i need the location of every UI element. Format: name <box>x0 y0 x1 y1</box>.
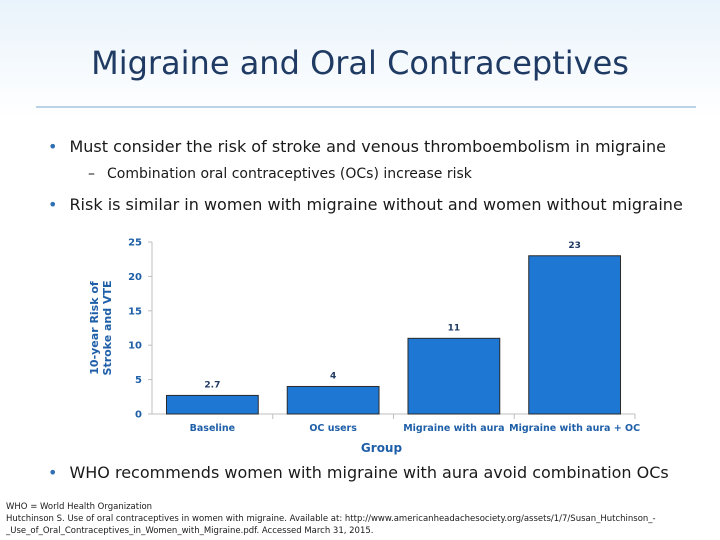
x-tick-label: OC users <box>309 423 357 434</box>
y-tick-label: 10 <box>128 341 142 352</box>
footer-line-1: WHO = World Health Organization <box>6 502 153 512</box>
chart-bars <box>165 255 622 415</box>
chart-labels: 0 5 10 15 20 25 10-year Risk of Stroke and VTE 2… <box>88 238 640 456</box>
footer-line-2: Hutchinson S. Use of oral contraceptives… <box>6 514 656 524</box>
bullet-glyph: • <box>48 137 58 156</box>
y-tick-label: 25 <box>128 238 142 249</box>
bar-3 <box>528 255 622 415</box>
y-tick-label: 15 <box>128 306 142 317</box>
footer-line-3: _Use_of_Oral_Contraceptives_in_Women_wit… <box>6 526 374 536</box>
bullet-2-text: Risk is similar in women with migraine w… <box>69 195 683 214</box>
y-axis-label: 10-year Risk of <box>88 281 101 375</box>
risk-bar-chart: 0 5 10 15 20 25 10-year Risk of Stroke and VTE 2… <box>88 238 640 456</box>
slide-title: Migraine and Oral Contraceptives <box>91 44 629 82</box>
bullet-3: • WHO recommends women with migraine with… <box>48 463 669 482</box>
bullet-glyph: • <box>48 463 58 482</box>
data-label: 11 <box>448 323 461 333</box>
sub-bullet-1-text: Combination oral contraceptives (OCs) in… <box>107 166 472 182</box>
x-axis-label: Group <box>361 441 403 455</box>
y-tick-label: 0 <box>135 410 142 421</box>
title-divider <box>36 106 696 108</box>
x-tick-label: Baseline <box>190 423 235 434</box>
bullet-1-text: Must consider the risk of stroke and ven… <box>69 137 666 156</box>
sub-bullet-1: – Combination oral contraceptives (OCs) i… <box>88 166 472 182</box>
x-tick-label: Migraine with aura <box>403 423 504 434</box>
bullet-glyph: • <box>48 195 58 214</box>
data-label: 4 <box>330 371 336 381</box>
data-label: 23 <box>568 241 581 251</box>
bullet-3-text: WHO recommends women with migraine with … <box>69 463 669 482</box>
data-label: 2.7 <box>204 380 220 390</box>
y-axis-label: Stroke and VTE <box>101 281 114 376</box>
bar-2 <box>407 337 501 415</box>
sub-bullet-glyph: – <box>88 166 95 182</box>
bullet-2: • Risk is similar in women with migraine … <box>48 195 683 214</box>
x-tick-label: Migraine with aura + OC <box>509 423 640 434</box>
bullet-1: • Must consider the risk of stroke and ve… <box>48 137 666 156</box>
bar-1 <box>286 385 380 415</box>
y-tick-label: 5 <box>135 375 142 386</box>
y-tick-label: 20 <box>128 272 142 283</box>
bar-0 <box>165 394 259 415</box>
